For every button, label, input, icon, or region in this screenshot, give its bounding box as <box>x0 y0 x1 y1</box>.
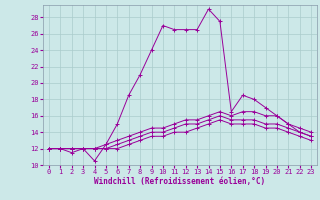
X-axis label: Windchill (Refroidissement éolien,°C): Windchill (Refroidissement éolien,°C) <box>94 177 266 186</box>
